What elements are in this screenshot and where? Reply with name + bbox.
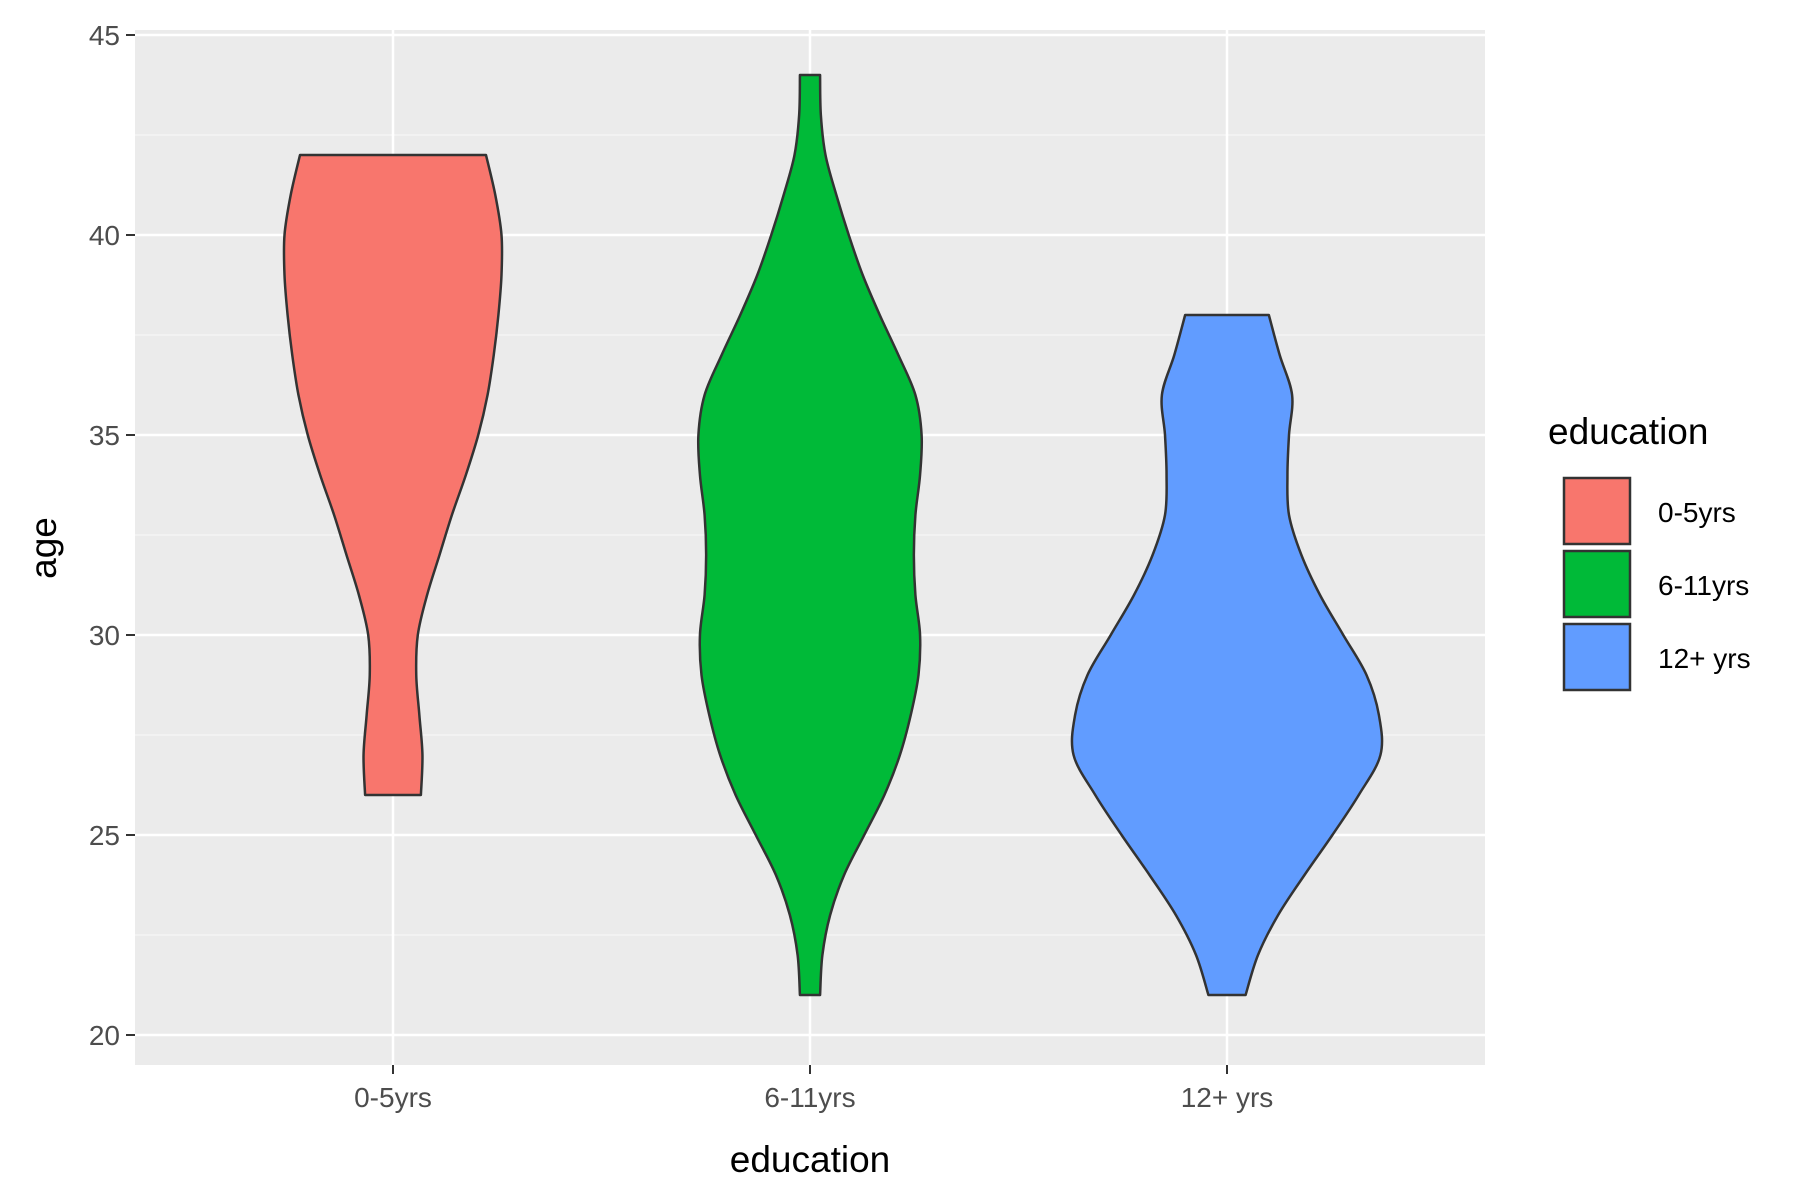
y-axis-title: age bbox=[23, 517, 64, 579]
y-axis: 20 25 30 35 40 45 bbox=[89, 20, 135, 1051]
y-tick-label: 45 bbox=[89, 20, 120, 51]
legend-swatch bbox=[1562, 476, 1632, 546]
x-axis: 0-5yrs 6-11yrs 12+ yrs bbox=[354, 1065, 1273, 1113]
violin-1 bbox=[282, 153, 504, 797]
legend-label: 12+ yrs bbox=[1658, 643, 1751, 674]
legend-label: 6-11yrs bbox=[1658, 570, 1749, 601]
violin-2 bbox=[696, 73, 924, 997]
legend-swatch bbox=[1562, 549, 1632, 619]
violins bbox=[282, 73, 1384, 997]
legend-title: education bbox=[1548, 411, 1708, 452]
y-tick-label: 30 bbox=[89, 620, 120, 651]
legend: education 0-5yrs 6-11yrs 12+ yrs bbox=[1548, 411, 1751, 692]
y-tick-label: 20 bbox=[89, 1020, 120, 1051]
legend-swatch bbox=[1562, 622, 1632, 692]
legend-label: 0-5yrs bbox=[1658, 497, 1736, 528]
x-tick-label: 12+ yrs bbox=[1181, 1082, 1274, 1113]
x-tick-label: 6-11yrs bbox=[764, 1082, 855, 1113]
x-axis-title: education bbox=[730, 1139, 890, 1180]
y-tick-label: 25 bbox=[89, 820, 120, 851]
violin-3 bbox=[1070, 313, 1384, 997]
y-tick-label: 40 bbox=[89, 220, 120, 251]
x-tick-label: 0-5yrs bbox=[354, 1082, 432, 1113]
y-tick-label: 35 bbox=[89, 420, 120, 451]
